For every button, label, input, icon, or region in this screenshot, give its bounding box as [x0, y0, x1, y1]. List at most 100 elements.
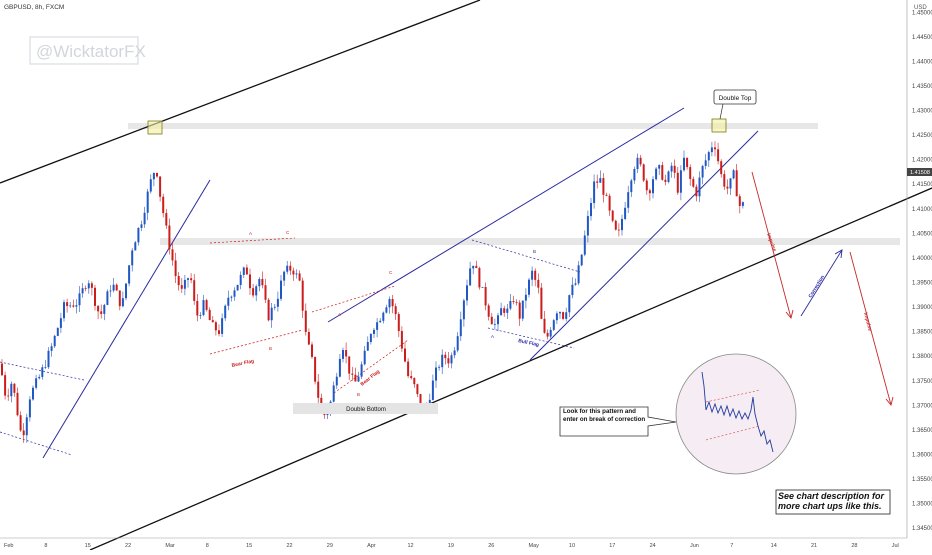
price-tick-label: 1.41000 — [912, 207, 932, 213]
bear-flag-line — [209, 329, 304, 355]
candles-group — [1, 141, 744, 443]
candle-up — [270, 307, 273, 321]
candle-down — [304, 310, 307, 333]
date-tick-label: 19 — [448, 543, 454, 549]
candle-up — [47, 350, 50, 368]
candle-down — [735, 170, 738, 197]
top-marker-left — [147, 120, 163, 135]
candle-down — [695, 186, 698, 197]
candle-down — [605, 194, 608, 196]
candle-down — [211, 320, 214, 323]
candle-down — [311, 344, 313, 357]
price-tick-label: 1.43500 — [912, 84, 932, 90]
candle-down — [726, 186, 729, 189]
candle-up — [230, 296, 233, 298]
impulse-arrowhead-1 — [785, 309, 794, 319]
candle-down — [351, 373, 354, 375]
candle-down — [487, 305, 490, 317]
bull-flag-line — [487, 327, 575, 349]
candle-down — [245, 267, 248, 275]
candle-up — [357, 376, 360, 382]
candle-down — [162, 196, 165, 214]
candle-up — [50, 346, 53, 351]
candle-up — [497, 315, 499, 325]
date-tick-label: 22 — [286, 543, 292, 549]
candle-up — [729, 178, 732, 189]
candle-up — [679, 170, 682, 193]
date-tick-label: 28 — [851, 543, 857, 549]
candle-down — [478, 268, 481, 288]
candle-down — [354, 374, 357, 382]
candle-down — [66, 302, 69, 307]
candle-down — [1, 363, 3, 376]
candle-down — [252, 288, 255, 296]
channel-upper-line — [0, 0, 481, 184]
candle-up — [624, 207, 627, 219]
candle-down — [661, 165, 664, 180]
candle-up — [338, 358, 341, 377]
candle-down — [515, 301, 518, 303]
candle-up — [53, 335, 56, 347]
candle-down — [180, 285, 183, 289]
candle-up — [431, 380, 434, 400]
candle-up — [286, 265, 289, 272]
candle-down — [13, 383, 16, 393]
price-tick-label: 1.35000 — [912, 502, 932, 508]
candle-up — [506, 308, 509, 313]
candle-down — [19, 415, 22, 431]
candle-up — [140, 224, 143, 228]
candle-up — [87, 283, 90, 289]
impulse-label-2: Impulse — [862, 312, 873, 332]
candle-down — [413, 378, 416, 385]
date-tick-label: 14 — [771, 543, 777, 549]
candle-up — [360, 364, 363, 377]
candle-down — [394, 306, 397, 315]
candle-up — [38, 376, 41, 379]
candle-up — [683, 157, 685, 171]
date-tick-label: Jun — [690, 543, 699, 549]
candle-down — [100, 311, 103, 314]
price-tick-label: 1.37500 — [912, 379, 932, 385]
candle-down — [320, 397, 323, 406]
double-top-callout — [713, 89, 757, 105]
candle-down — [562, 312, 565, 319]
candle-down — [416, 384, 419, 395]
candle-up — [242, 267, 245, 275]
candle-up — [236, 284, 239, 291]
candle-up — [224, 305, 227, 319]
price-tick-label: 1.44000 — [912, 59, 932, 65]
candle-down — [673, 165, 676, 173]
candle-up — [633, 169, 636, 181]
candle-up — [283, 271, 286, 281]
candle-up — [599, 178, 602, 183]
price-ticks-group: 1.45000 1.44500 1.44000 1.43500 1.43000 1.425… — [912, 10, 932, 532]
current-price-label: 1.41508 — [910, 170, 930, 176]
candle-up — [233, 290, 236, 297]
candle-up — [707, 152, 710, 161]
price-tick-label: 1.42500 — [912, 133, 932, 139]
bear-flag-label-1: Bear Flag — [231, 358, 255, 369]
candle-up — [459, 319, 462, 337]
bear-flag-line — [311, 285, 396, 313]
candle-down — [214, 322, 217, 331]
candle-up — [583, 235, 586, 255]
candle-down — [208, 309, 211, 321]
impulse-arrow-2 — [849, 251, 892, 406]
candle-up — [571, 284, 574, 296]
candle-down — [639, 157, 642, 165]
candle-down — [723, 174, 726, 187]
candle-down — [16, 392, 19, 416]
candle-up — [667, 171, 670, 182]
candle-up — [568, 295, 571, 313]
support-resistance-zone — [160, 238, 900, 245]
wave-label: A — [338, 312, 341, 317]
top-marker-right — [711, 118, 727, 133]
date-tick-label: 15 — [85, 543, 91, 549]
candle-down — [410, 376, 413, 379]
candle-down — [642, 164, 645, 181]
candle-up — [183, 279, 186, 289]
candle-up — [462, 300, 465, 320]
date-tick-label: 8 — [206, 543, 209, 549]
candle-up — [741, 202, 744, 206]
candle-down — [348, 356, 351, 374]
